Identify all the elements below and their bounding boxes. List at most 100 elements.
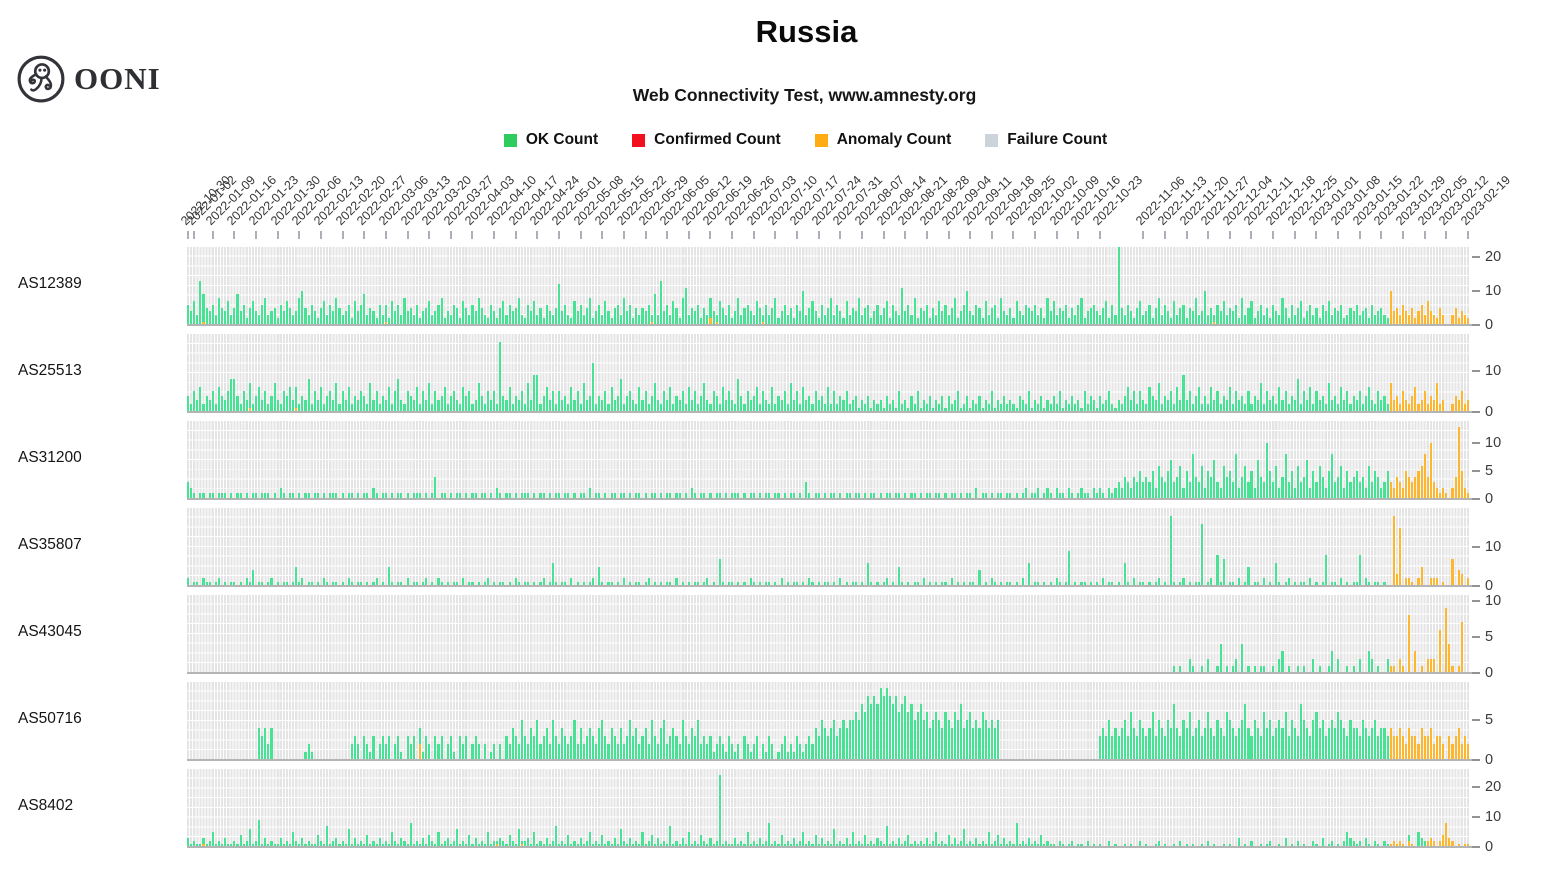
ok-bar (551, 562, 554, 586)
ok-bar (1343, 487, 1346, 499)
ok-bar (573, 841, 576, 847)
ok-bar (802, 387, 805, 412)
ok-bar (446, 403, 449, 412)
ok-bar (826, 387, 830, 412)
chart-panel-as50716[interactable] (187, 682, 1470, 760)
ok-bar (236, 844, 239, 847)
ok-bar (820, 838, 823, 847)
ok-bar (214, 403, 217, 412)
ok-bar (1083, 493, 1086, 499)
legend-label: Confirmed Count (654, 131, 781, 148)
ok-bar (805, 844, 808, 847)
ok-bar (1377, 844, 1380, 847)
ok-bar (1018, 844, 1021, 847)
ok-bar (826, 582, 830, 586)
x-axis-tick (449, 231, 452, 239)
ok-bar (489, 304, 493, 325)
ok-bar (873, 844, 876, 847)
anomaly-bar (1389, 291, 1392, 325)
ok-bar (245, 841, 248, 847)
ok-bar (675, 308, 678, 325)
ok-bar (765, 304, 768, 325)
ok-bar (690, 308, 694, 325)
ok-bar (956, 582, 959, 586)
ok-bar (1071, 493, 1074, 499)
ok-bar (622, 297, 625, 325)
ok-bar (1219, 403, 1222, 412)
chart-panel-as12389[interactable] (187, 247, 1470, 325)
ok-bar (350, 844, 353, 847)
ok-bar (1030, 407, 1034, 412)
ok-bar (966, 395, 969, 412)
ok-bar (242, 391, 245, 412)
ok-bar (409, 308, 412, 325)
ok-bar (400, 314, 403, 325)
ok-bar (1259, 844, 1262, 847)
ok-bar (338, 844, 341, 847)
ok-bar (845, 838, 848, 847)
ok-bar (598, 728, 601, 760)
anomaly-bar (202, 844, 205, 847)
ok-bar (700, 744, 703, 760)
ok-bar (533, 375, 536, 412)
ok-bar (412, 844, 415, 847)
ok-bar (604, 493, 607, 499)
ok-bar (728, 736, 731, 760)
anomaly-bar (1429, 838, 1432, 847)
ok-bar (879, 399, 882, 412)
ok-bar (1086, 841, 1089, 847)
ok-bar (301, 578, 304, 586)
anomaly-bar (295, 407, 298, 412)
ok-bar (1343, 728, 1346, 760)
ok-bar (1058, 582, 1061, 586)
y-axis-tick (1472, 369, 1480, 372)
ok-bar (925, 403, 928, 412)
ok-bar (950, 578, 953, 586)
ok-bar (1324, 487, 1327, 499)
ok-bar (601, 582, 604, 586)
ok-bar (1188, 712, 1191, 760)
ok-bar (703, 493, 706, 499)
anomaly-bar (1457, 570, 1460, 586)
anomaly-bar (1463, 403, 1466, 412)
chart-panel-as8402[interactable] (187, 769, 1470, 847)
ok-bar (1225, 476, 1228, 499)
ok-bar (616, 744, 619, 760)
ok-bar (969, 841, 972, 847)
ok-bar (369, 383, 372, 412)
ok-bar (1024, 403, 1027, 412)
chart-panel-as43045[interactable] (187, 595, 1470, 673)
ok-bar (375, 318, 378, 325)
ok-bar (941, 841, 944, 847)
ok-bar (1228, 387, 1231, 412)
ok-bar (660, 403, 663, 412)
ok-bar (221, 844, 224, 847)
ok-bar (459, 493, 462, 499)
anomaly-bar (1408, 728, 1411, 760)
ok-bar (1201, 403, 1204, 412)
ok-bar (1367, 318, 1371, 325)
chart-panel-as25513[interactable] (187, 334, 1470, 412)
ooni-logo[interactable]: OONI (16, 54, 161, 104)
chart-panel-as31200[interactable] (187, 421, 1470, 499)
x-axis-tick (817, 231, 820, 239)
ok-bar (901, 403, 904, 412)
ok-bar (369, 308, 372, 325)
ok-bar (1346, 832, 1349, 847)
ok-bar (938, 301, 941, 325)
x-axis-tick (211, 231, 214, 239)
ok-bar (996, 399, 1000, 412)
ok-bar (755, 301, 758, 325)
ok-bar (1055, 314, 1058, 325)
ok-bar (867, 844, 870, 847)
ok-bar (907, 582, 910, 586)
ok-bar (316, 493, 319, 499)
ok-bar (224, 838, 227, 847)
ok-bar (1009, 841, 1012, 847)
ok-bar (440, 395, 443, 412)
ok-bar (935, 582, 938, 586)
chart-panel-as35807[interactable] (187, 508, 1470, 586)
ok-bar (669, 582, 672, 586)
ok-bar (743, 403, 746, 412)
ok-bar (548, 311, 551, 325)
